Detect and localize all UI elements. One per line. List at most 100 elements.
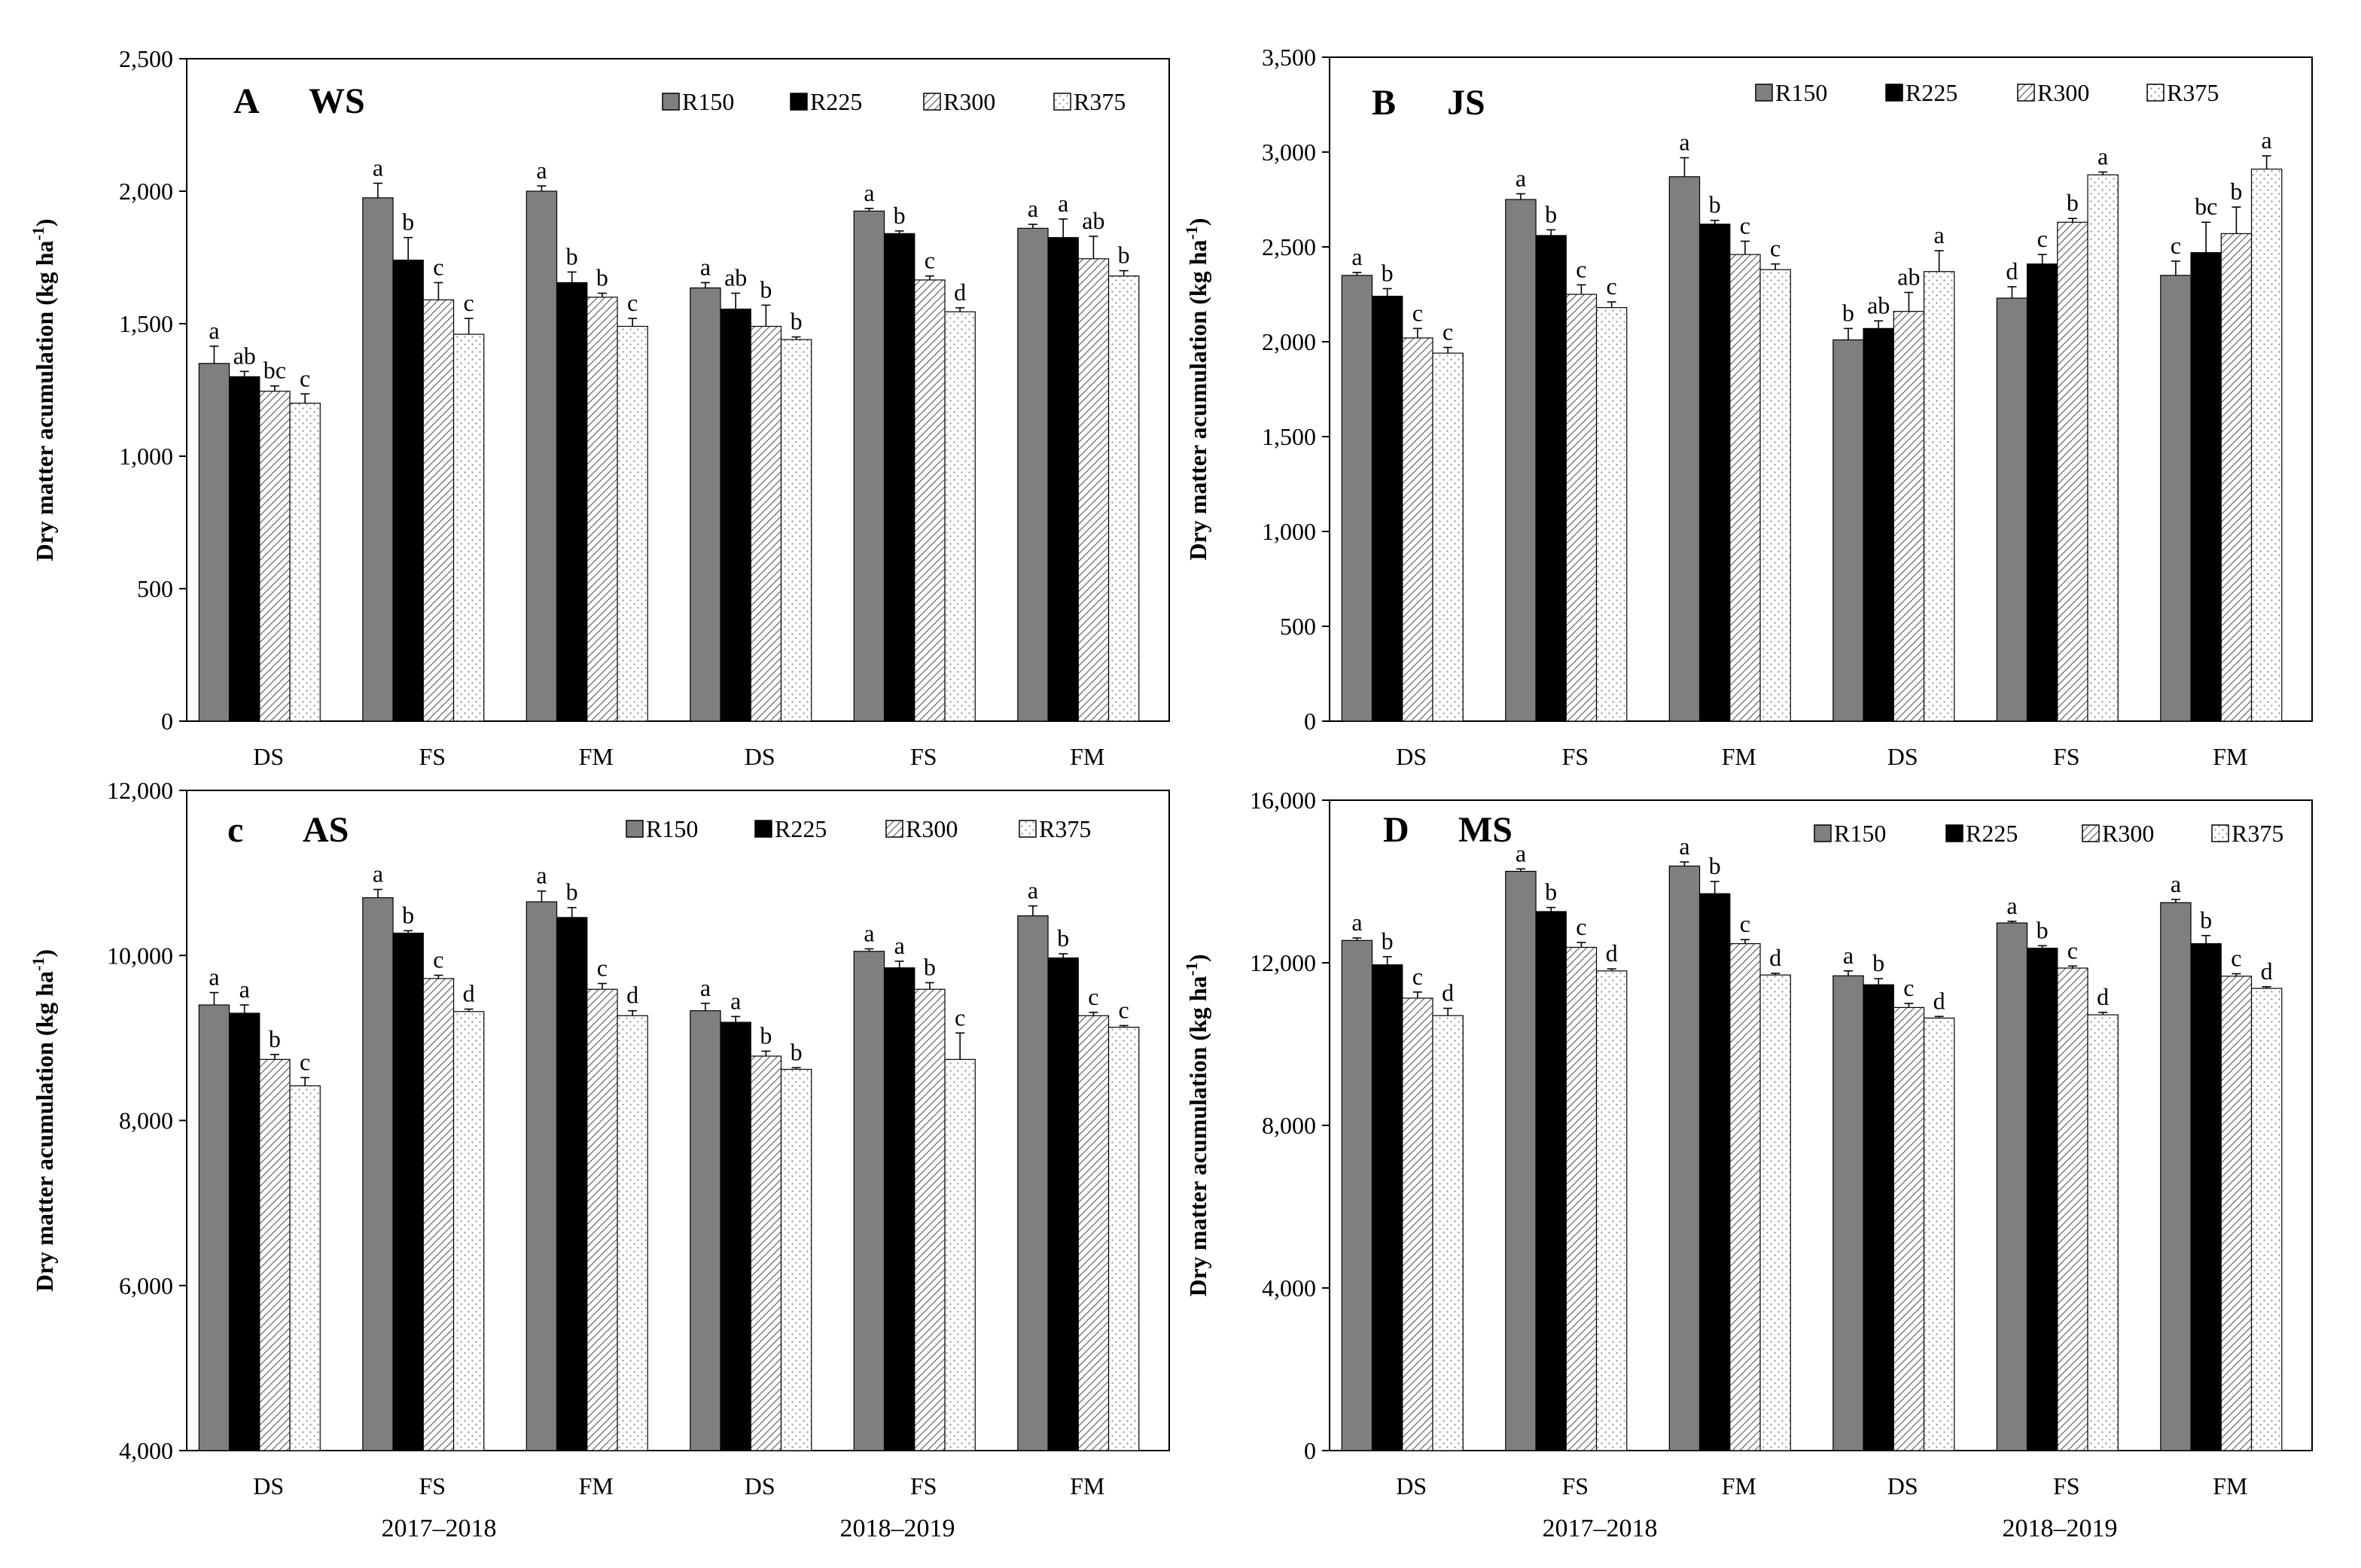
x-tick-label: DS <box>253 1472 284 1499</box>
bar-r225 <box>1371 964 1403 1451</box>
significance-letter: bc <box>2195 193 2217 220</box>
bar-r300 <box>259 1058 291 1451</box>
bar-r150 <box>1017 227 1049 722</box>
x-tick-label: FS <box>1561 1472 1589 1499</box>
bar-r375 <box>1923 1017 1955 1451</box>
bar-r225 <box>2026 263 2058 722</box>
significance-letter: b <box>1382 927 1394 955</box>
bar-r225 <box>1047 237 1079 722</box>
bar-r375 <box>780 339 812 722</box>
y-tick-label: 1,500 <box>1262 423 1316 450</box>
significance-letter: c <box>955 1003 965 1031</box>
significance-letter: a <box>1843 942 1854 969</box>
significance-letter: b <box>924 953 936 980</box>
significance-letter: d <box>626 982 638 1009</box>
legend-label-r150: R150 <box>1775 79 1827 106</box>
bar-r225 <box>1863 984 1894 1451</box>
legend-label-r375: R375 <box>2167 79 2219 106</box>
significance-letter: ab <box>724 264 747 291</box>
significance-letter: c <box>1576 255 1586 282</box>
significance-letter: a <box>536 157 547 184</box>
bar-r225 <box>1863 327 1894 722</box>
significance-letter: a <box>864 179 874 206</box>
significance-letter: d <box>2261 958 2273 985</box>
significance-letter: b <box>1545 200 1557 227</box>
bar-r150 <box>1017 915 1049 1451</box>
x-tick-label: DS <box>1396 1472 1427 1499</box>
bar-r300 <box>586 297 618 722</box>
panel-js: 0 500 1,000 1,500 2,000 2,500 3,000 3,500 Dry ma… <box>1182 44 2313 770</box>
bar-r375 <box>2087 1014 2119 1451</box>
bar-r225 <box>1698 893 1731 1451</box>
bar-r225 <box>556 917 588 1451</box>
significance-letter: b <box>1382 259 1394 286</box>
significance-letter: c <box>1770 235 1781 262</box>
bar-r225 <box>556 282 588 722</box>
year-label-2018-2019-left: 2018–2019 <box>839 1515 955 1542</box>
y-axis-label: Dry matter acumulation (kg ha-1) <box>29 218 59 561</box>
bar-r225 <box>1047 957 1079 1451</box>
significance-letter: c <box>300 364 310 391</box>
bar-r375 <box>1759 974 1791 1451</box>
bar-r150 <box>1996 297 2028 722</box>
significance-letter: a <box>1516 164 1526 191</box>
y-tick-label: 12,000 <box>107 777 173 804</box>
significance-letter: b <box>2067 189 2079 216</box>
bar-r150 <box>1505 870 1537 1451</box>
significance-letter: c <box>1740 910 1750 937</box>
bar-r225 <box>1535 911 1567 1451</box>
significance-letter: c <box>1607 272 1617 300</box>
significance-letter: bc <box>264 357 286 384</box>
x-tick-label: DS <box>1887 1472 1918 1499</box>
bar-r300 <box>422 978 455 1451</box>
y-tick-label: 10,000 <box>107 942 173 969</box>
significance-letter: c <box>464 289 474 316</box>
x-tick-label: DS <box>1887 743 1918 770</box>
x-tick-label: FS <box>2053 1472 2080 1499</box>
legend-label-r300: R300 <box>906 815 958 842</box>
x-tick-label: DS <box>1396 743 1427 770</box>
significance-letter: d <box>2006 257 2018 285</box>
significance-letter: a <box>2262 126 2272 154</box>
legend-swatch-r375 <box>1053 93 1071 111</box>
y-tick-label: 0 <box>1304 1437 1316 1464</box>
bar-r225 <box>883 233 915 722</box>
x-tick-label: FS <box>1561 743 1589 770</box>
significance-letter: c <box>2037 225 2048 252</box>
significance-letter: c <box>1442 318 1453 346</box>
x-tick-label: FM <box>579 1472 614 1499</box>
significance-letter: a <box>1028 195 1038 222</box>
legend-swatch-r300 <box>923 93 941 111</box>
legend-swatch-r375 <box>1019 820 1037 838</box>
year-label-2018-2019-right: 2018–2019 <box>2002 1515 2118 1542</box>
significance-letter: b <box>566 242 578 269</box>
bar-r375 <box>289 402 321 722</box>
bar-r300 <box>2220 976 2253 1451</box>
bar-r150 <box>526 190 558 722</box>
bar-r300 <box>2057 967 2088 1451</box>
significance-letter: c <box>1119 996 1129 1023</box>
significance-letter: d <box>1769 944 1781 971</box>
x-tick-label: FS <box>910 1472 937 1499</box>
y-axis-label: Dry matter acumulation (kg ha-1) <box>1182 218 1212 560</box>
year-label-2017-2018-left: 2017–2018 <box>381 1515 497 1542</box>
legend-swatch-r225 <box>1885 84 1903 102</box>
bar-r300 <box>1077 258 1110 722</box>
legend-swatch-r375 <box>2211 824 2229 842</box>
bar-r300 <box>1402 337 1433 722</box>
significance-letter: d <box>954 279 966 306</box>
significance-letter: a <box>239 976 250 1003</box>
legend-label-r225: R225 <box>1906 79 1957 106</box>
bar-r225 <box>720 309 751 722</box>
bar-r300 <box>422 299 455 722</box>
significance-letter: b <box>1118 242 1130 269</box>
legend-swatch-r225 <box>1945 824 1963 842</box>
bar-r150 <box>198 1004 230 1451</box>
panel-letter: A <box>233 81 260 121</box>
panel-ws: 0 500 1,000 1,500 2,000 2,500 Dry matter acumu… <box>29 45 1170 770</box>
significance-letter: c <box>2171 232 2181 259</box>
significance-letter: c <box>2067 936 2078 964</box>
panel-code: MS <box>1458 810 1513 850</box>
legend-swatch-r150 <box>1755 84 1773 102</box>
significance-letter: c <box>597 955 608 982</box>
